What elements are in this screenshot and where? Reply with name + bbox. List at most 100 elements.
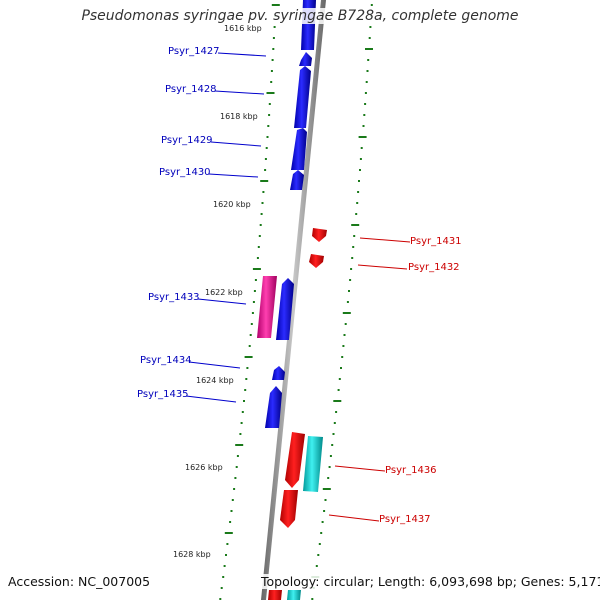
gene-psyr-1430-arrow[interactable]	[290, 170, 304, 190]
gene-label-psyr-1427[interactable]: Psyr_1427	[168, 46, 220, 57]
outer-ruler-minor-tick	[348, 290, 350, 292]
inner-ruler-minor-tick	[229, 521, 232, 523]
outer-ruler-minor-tick	[321, 521, 324, 523]
gene-label-psyr-1433[interactable]: Psyr_1433	[148, 292, 200, 303]
gene-label-psyr-1434[interactable]: Psyr_1434	[140, 355, 192, 366]
outer-ruler-minor-tick	[359, 158, 362, 160]
outer-ruler-minor-tick	[365, 81, 368, 83]
connector-psyr-1431	[359, 237, 411, 243]
gene-label-psyr-1435[interactable]: Psyr_1435	[137, 389, 189, 400]
outer-ruler-minor-tick	[337, 389, 340, 391]
inner-ruler-major-tick	[260, 180, 269, 182]
outer-ruler-minor-tick	[329, 455, 332, 457]
outer-ruler-major-tick	[351, 224, 360, 226]
outer-ruler-minor-tick	[343, 334, 346, 336]
inner-ruler-minor-tick	[261, 202, 264, 204]
outer-ruler-minor-tick	[369, 26, 372, 28]
gene-psyr-1432-arrow[interactable]	[309, 254, 324, 268]
connector-psyr-1428	[214, 90, 265, 95]
inner-ruler-minor-tick	[268, 114, 271, 116]
outer-ruler-major-tick	[333, 400, 342, 402]
gene-psyr-1427-arrow[interactable]	[299, 52, 312, 66]
scale-label-1628: 1628 kbp	[173, 550, 211, 559]
genome-backbone	[261, 0, 326, 600]
connector-psyr-1435	[185, 395, 237, 403]
inner-ruler-minor-tick	[258, 235, 261, 237]
connector-psyr-1432	[357, 264, 408, 270]
outer-ruler-minor-tick	[349, 279, 352, 281]
connector-psyr-1430	[208, 173, 259, 178]
gene-label-psyr-1437[interactable]: Psyr_1437	[379, 514, 431, 525]
outer-ruler-minor-tick	[367, 59, 370, 61]
outer-ruler-minor-tick	[320, 532, 323, 534]
inner-ruler-minor-tick	[220, 587, 223, 589]
outer-ruler-minor-tick	[323, 510, 326, 512]
gene-psyr-1428-arrow[interactable]	[294, 66, 311, 128]
gene-psyr-1437-arrow[interactable]	[280, 490, 298, 528]
inner-ruler-minor-tick	[230, 510, 233, 512]
outer-ruler-minor-tick	[355, 213, 358, 215]
accession-label: Accession: NC_007005	[8, 574, 151, 589]
inner-ruler-minor-tick	[268, 103, 271, 105]
inner-ruler-minor-tick	[270, 70, 273, 72]
label-connectors	[185, 52, 411, 522]
gene-psyr-1435-arrow[interactable]	[265, 386, 282, 428]
inner-ruler-minor-tick	[245, 378, 248, 380]
gene-label-psyr-1429[interactable]: Psyr_1429	[161, 135, 213, 146]
inner-ruler-minor-tick	[256, 257, 259, 259]
inner-ruler-minor-tick	[257, 246, 260, 248]
feature-pink[interactable]	[257, 276, 277, 338]
outer-ruler-minor-tick	[368, 37, 371, 39]
gene-psyr-1434-arrow[interactable]	[272, 366, 285, 380]
connector-psyr-1437	[328, 514, 380, 522]
inner-ruler-major-tick	[266, 92, 275, 94]
inner-ruler-minor-tick	[270, 81, 273, 83]
outer-ruler-minor-tick	[318, 543, 321, 545]
inner-ruler-minor-tick	[273, 26, 276, 28]
outer-ruler-minor-tick	[366, 70, 369, 72]
gene-next-red[interactable]	[268, 590, 282, 600]
inner-ruler-major-tick	[252, 268, 261, 270]
inner-ruler-minor-tick	[264, 169, 267, 171]
inner-ruler-minor-tick	[260, 213, 263, 215]
gene-psyr-1433-arrow[interactable]	[276, 278, 294, 340]
inner-ruler-minor-tick	[271, 59, 274, 61]
inner-ruler-minor-tick	[248, 345, 251, 347]
inner-ruler-minor-tick	[262, 191, 265, 193]
inner-ruler-major-tick	[235, 444, 244, 446]
inner-ruler-minor-tick	[264, 158, 267, 160]
inner-ruler-minor-tick	[244, 389, 247, 391]
inner-ruler-minor-tick	[223, 565, 226, 567]
outer-ruler-major-tick	[322, 488, 331, 490]
gene-label-psyr-1430[interactable]: Psyr_1430	[159, 167, 211, 178]
gene-label-psyr-1431[interactable]: Psyr_1431	[410, 236, 462, 247]
outer-ruler-minor-tick	[346, 301, 349, 303]
inner-ruler-minor-tick	[272, 37, 275, 39]
inner-ruler-minor-tick	[236, 455, 239, 457]
inner-ruler-minor-tick	[266, 136, 269, 138]
connector-psyr-1434	[188, 361, 241, 369]
inner-ruler-minor-tick	[249, 334, 252, 336]
gene-label-psyr-1436[interactable]: Psyr_1436	[385, 465, 437, 476]
outer-ruler-minor-tick	[359, 169, 361, 171]
gene-psyr-1436-arrow[interactable]	[285, 432, 305, 488]
scale-label-1624: 1624 kbp	[196, 376, 234, 385]
feature-next-cyan[interactable]	[287, 590, 301, 600]
scale-label-1622: 1622 kbp	[205, 288, 243, 297]
gene-label-psyr-1428[interactable]: Psyr_1428	[165, 84, 217, 95]
outer-ruler-minor-tick	[353, 235, 356, 237]
outer-ruler-minor-tick	[335, 411, 338, 413]
inner-ruler-major-tick	[244, 356, 253, 358]
scale-label-1616: 1616 kbp	[224, 24, 262, 33]
inner-ruler-minor-tick	[259, 224, 262, 226]
scale-label-1620: 1620 kbp	[213, 200, 251, 209]
outer-ruler-minor-tick	[360, 147, 363, 149]
feature-cyan[interactable]	[303, 436, 323, 492]
outer-ruler-minor-tick	[364, 92, 367, 94]
gene-psyr-1431-arrow[interactable]	[312, 228, 327, 242]
gene-psyr-1429-arrow[interactable]	[291, 128, 307, 170]
gene-label-psyr-1432[interactable]: Psyr_1432	[408, 262, 460, 273]
inner-ruler-minor-tick	[240, 422, 243, 424]
outer-ruler-minor-tick	[363, 114, 366, 116]
